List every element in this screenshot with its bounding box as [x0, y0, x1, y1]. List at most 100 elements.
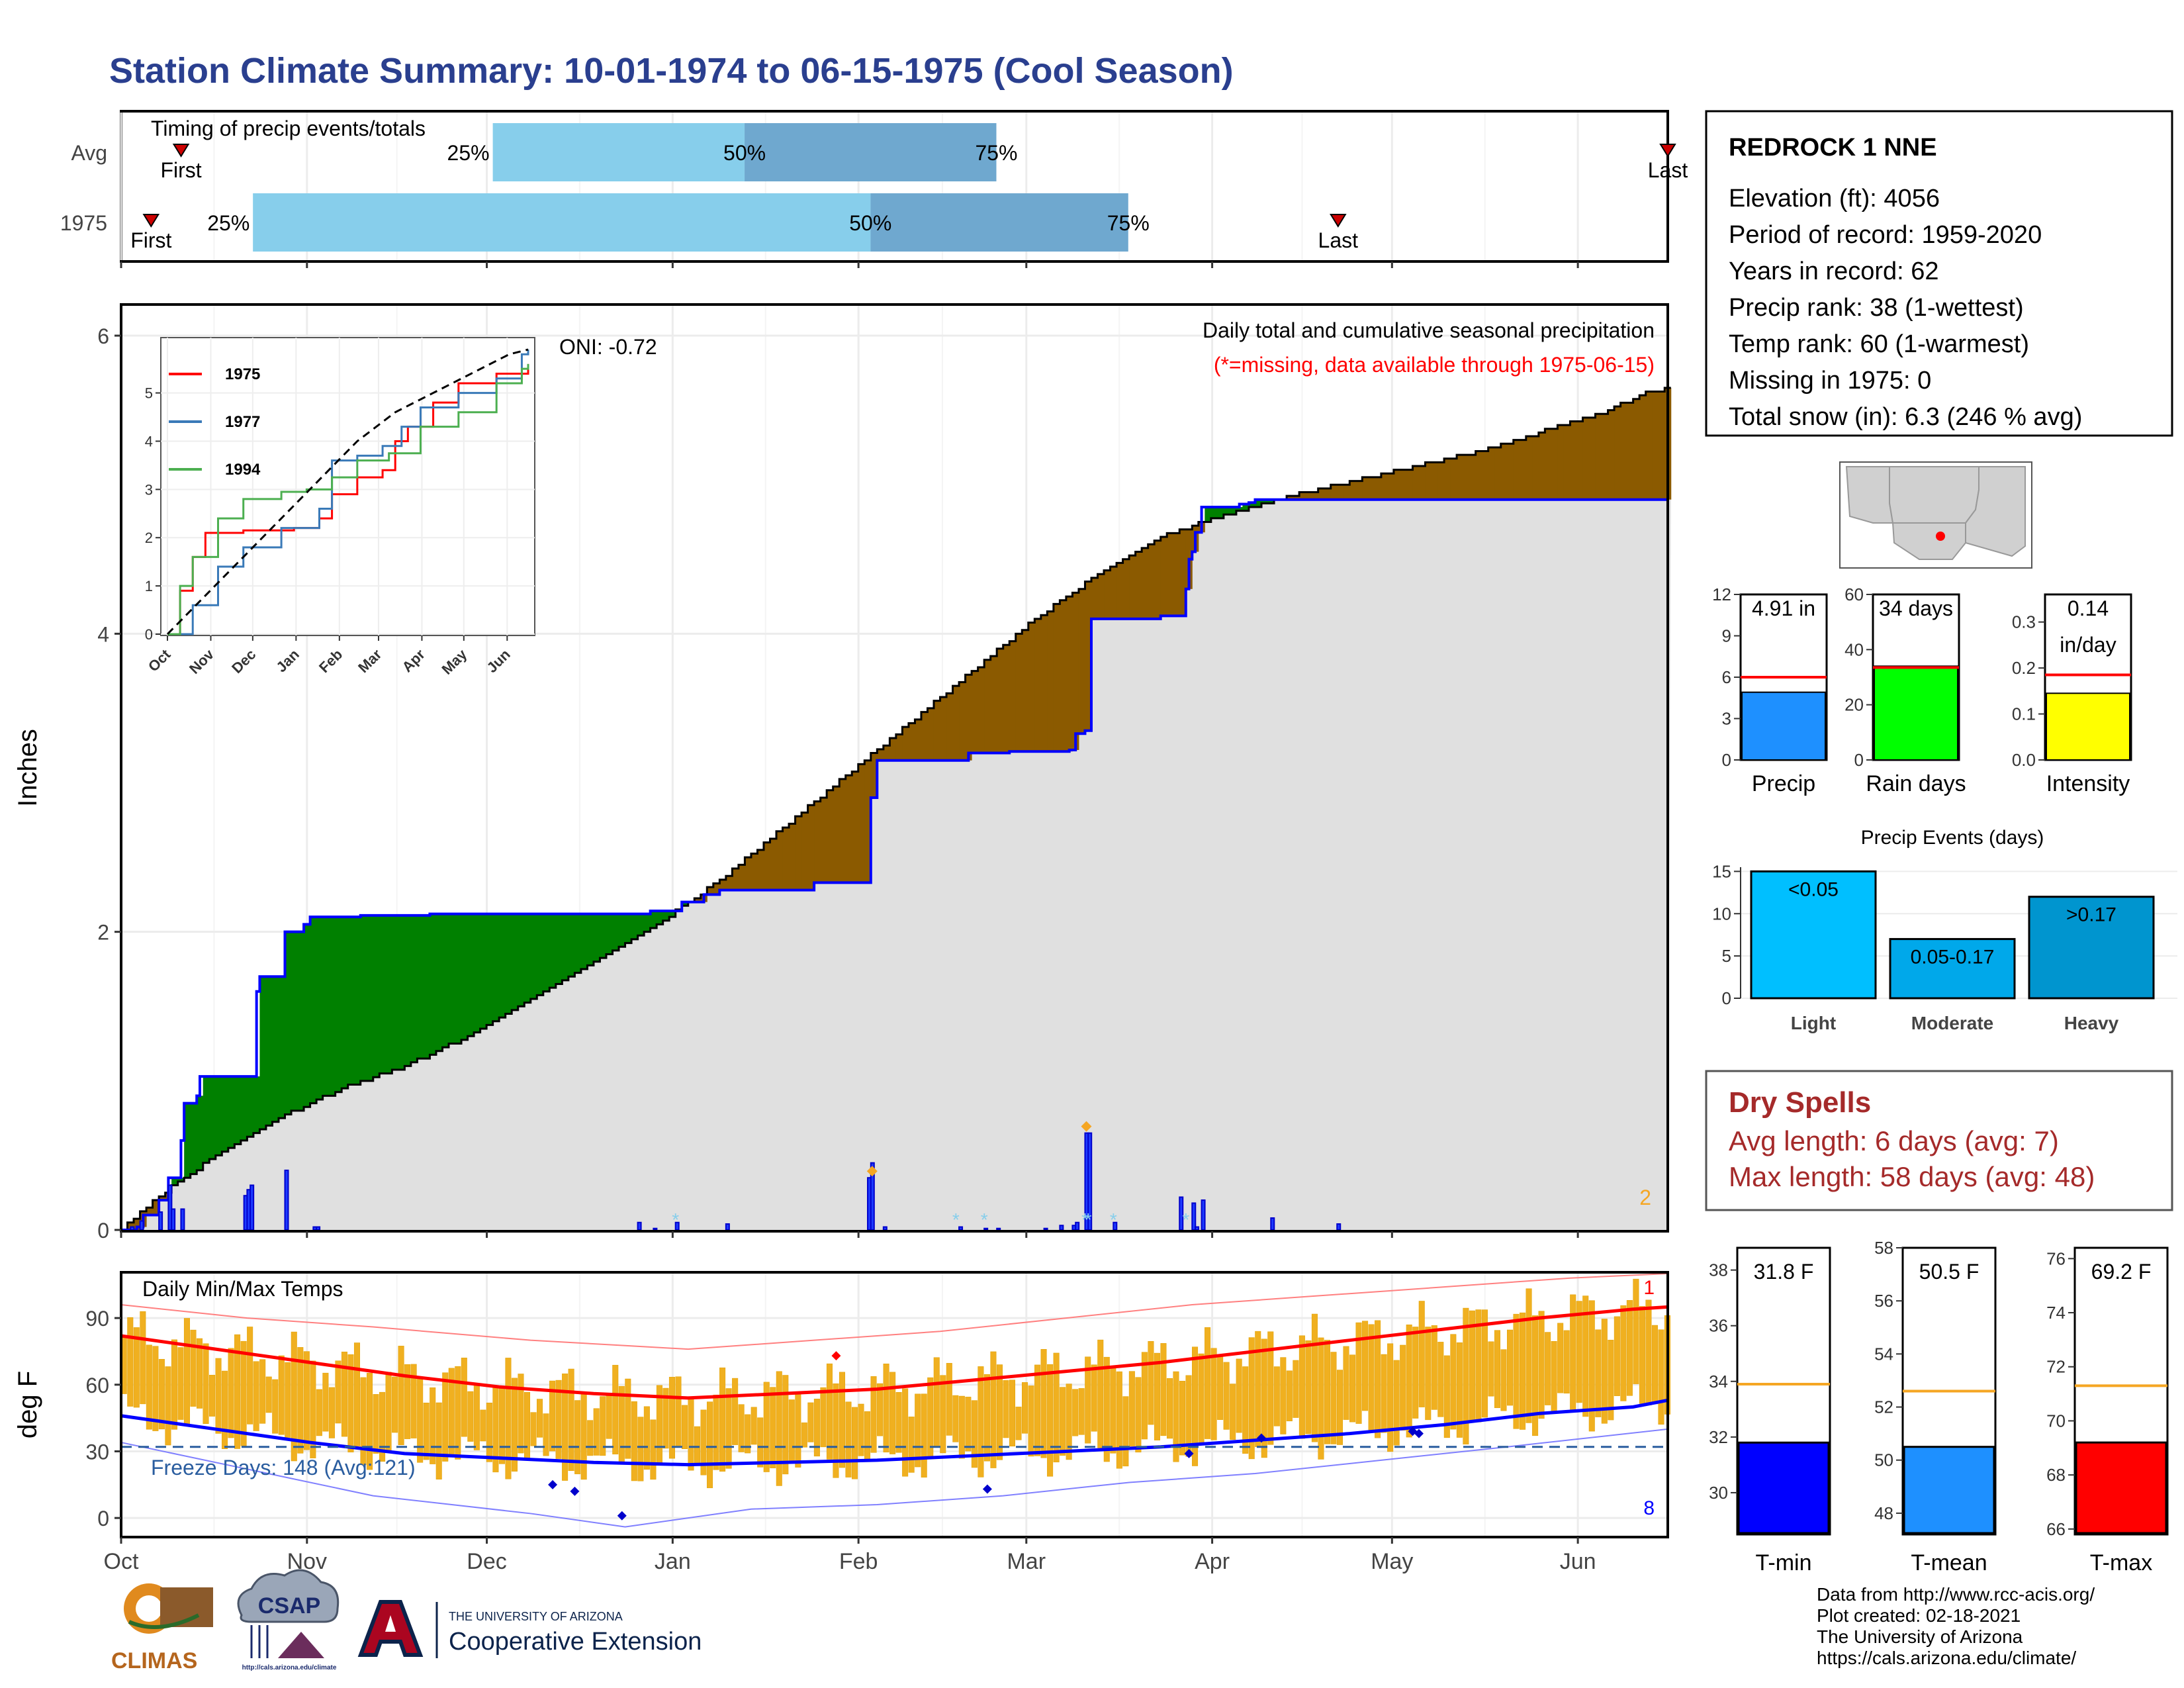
- daily-temp-range-bar: [410, 1364, 417, 1438]
- daily-temp-range-bar: [240, 1340, 247, 1446]
- below-average-fill: [757, 849, 764, 890]
- daily-precip-bar: [1270, 1217, 1275, 1231]
- below-average-fill: [1444, 458, 1451, 500]
- events-tick-label: 15: [1712, 861, 1731, 881]
- csap-text: CSAP: [258, 1593, 320, 1618]
- above-average-fill: [669, 911, 676, 917]
- record-low-marker: [1414, 1429, 1424, 1438]
- temp-y-tick-label: 30: [85, 1440, 109, 1464]
- daily-temp-range-bar: [1595, 1329, 1602, 1417]
- temp-stat-tick-label: 54: [1874, 1344, 1893, 1364]
- first-marker: [142, 214, 160, 228]
- below-average-fill: [1633, 399, 1640, 500]
- below-average-fill: [921, 712, 928, 761]
- daily-temp-range-bar: [782, 1375, 789, 1475]
- above-average-fill: [505, 914, 512, 1014]
- month-label-nov: Nov: [287, 1549, 327, 1574]
- above-average-fill: [247, 1076, 254, 1137]
- daily-temp-range-bar: [1273, 1366, 1280, 1427]
- below-average-fill: [1293, 496, 1300, 500]
- daily-temp-range-bar: [1582, 1295, 1589, 1417]
- daily-temp-range-bar: [1406, 1324, 1412, 1438]
- precip-events-chart: Precip Events (days) 0 5 10 15 <0.05 Light 0.0…: [1712, 827, 2177, 1033]
- record-low-marker: [548, 1479, 558, 1489]
- above-average-fill: [587, 914, 594, 966]
- temp-stat-value: 31.8 F: [1754, 1260, 1814, 1284]
- daily-temp-range-bar: [158, 1359, 165, 1430]
- below-average-fill: [1287, 496, 1294, 500]
- daily-temp-range-bar: [643, 1406, 650, 1470]
- daily-temp-range-bar: [1210, 1348, 1217, 1440]
- daily-temp-range-bar: [253, 1361, 259, 1431]
- precip-y-tick-label: 2: [97, 921, 109, 945]
- daily-temp-range-bar: [1318, 1337, 1324, 1460]
- month-label-mar: Mar: [1007, 1549, 1046, 1574]
- temp-stat-tick-label: 32: [1709, 1427, 1728, 1447]
- daily-precip-bar: [958, 1226, 964, 1231]
- year-cumulative-line: [121, 498, 1669, 1231]
- below-average-fill: [1538, 432, 1545, 500]
- daily-temp-range-bar: [1255, 1331, 1261, 1447]
- below-average-fill: [1418, 466, 1426, 500]
- daily-temp-range-bar: [1494, 1330, 1500, 1409]
- events-bar-label: Moderate: [1911, 1013, 1993, 1033]
- daily-temp-range-bar: [430, 1387, 436, 1464]
- daily-precip-bar: [1075, 1221, 1080, 1231]
- above-average-fill: [499, 914, 506, 1018]
- daily-temp-range-bar: [1368, 1324, 1375, 1430]
- above-average-fill: [379, 915, 387, 1074]
- below-average-fill: [795, 816, 802, 890]
- daily-precip-bar: [284, 1169, 289, 1231]
- daily-temp-range-bar: [518, 1374, 524, 1454]
- daily-temp-range-bar: [700, 1409, 707, 1476]
- above-average-fill: [682, 902, 689, 906]
- daily-temp-range-bar: [1513, 1313, 1520, 1429]
- daily-temp-range-bar: [417, 1378, 424, 1463]
- record-low-marker: [982, 1484, 992, 1494]
- month-label-feb: Feb: [839, 1549, 878, 1574]
- daily-temp-range-bar: [1614, 1316, 1620, 1396]
- daily-temp-range-bar: [851, 1407, 858, 1479]
- below-average-fill: [1015, 633, 1023, 752]
- below-average-fill: [1381, 473, 1388, 500]
- daily-temp-range-bar: [952, 1395, 959, 1442]
- temp-stat-bar-t-max: [2075, 1441, 2167, 1534]
- first-marker: [172, 144, 190, 158]
- daily-temp-range-bar: [707, 1401, 713, 1489]
- below-average-fill: [1299, 492, 1306, 500]
- below-average-fill: [1475, 451, 1482, 500]
- below-average-fill: [1173, 533, 1180, 616]
- daily-temp-range-bar: [1261, 1338, 1267, 1458]
- csap-logo: CSAP http://cals.arizona.edu/climate: [237, 1569, 340, 1671]
- below-average-fill: [776, 831, 784, 890]
- daily-temp-range-bar: [776, 1371, 782, 1486]
- temp-stat-tick-label: 34: [1709, 1372, 1728, 1391]
- daily-temp-range-bar: [996, 1364, 1003, 1460]
- daily-temp-range-bar: [1545, 1332, 1551, 1405]
- daily-temp-range-bar: [1525, 1288, 1532, 1423]
- mini-bar-value-unit: in/day: [2060, 633, 2116, 657]
- daily-temp-range-bar: [1060, 1387, 1066, 1456]
- daily-precip-bar: [996, 1227, 1001, 1231]
- below-average-fill: [946, 693, 954, 761]
- credit-line: https://cals.arizona.edu/climate/: [1817, 1648, 2076, 1668]
- below-average-fill: [1576, 421, 1583, 500]
- daily-temp-range-bar: [177, 1347, 184, 1420]
- daily-temp-range-bar: [1557, 1323, 1564, 1393]
- below-average-fill: [883, 745, 890, 761]
- below-average-fill: [1122, 559, 1130, 619]
- above-average-fill: [430, 914, 437, 1055]
- below-average-fill: [864, 760, 872, 883]
- temp-stat-value: 69.2 F: [2091, 1260, 2152, 1284]
- daily-temp-range-bar: [826, 1363, 833, 1460]
- daily-temp-range-bar: [1450, 1334, 1457, 1430]
- station-info-line: Total snow (in): 6.3 (246 % avg): [1729, 403, 2082, 431]
- daily-precip-bar: [882, 1226, 887, 1231]
- daily-temp-range-bar: [1085, 1356, 1091, 1444]
- below-average-fill: [1160, 537, 1167, 616]
- above-average-fill: [593, 914, 600, 962]
- above-average-fill: [1255, 499, 1262, 507]
- precip-chart-title: Daily total and cumulative seasonal prec…: [1203, 318, 1655, 342]
- daily-temp-range-bar: [1072, 1389, 1079, 1436]
- mini-bar-rain-days: [1874, 665, 1958, 761]
